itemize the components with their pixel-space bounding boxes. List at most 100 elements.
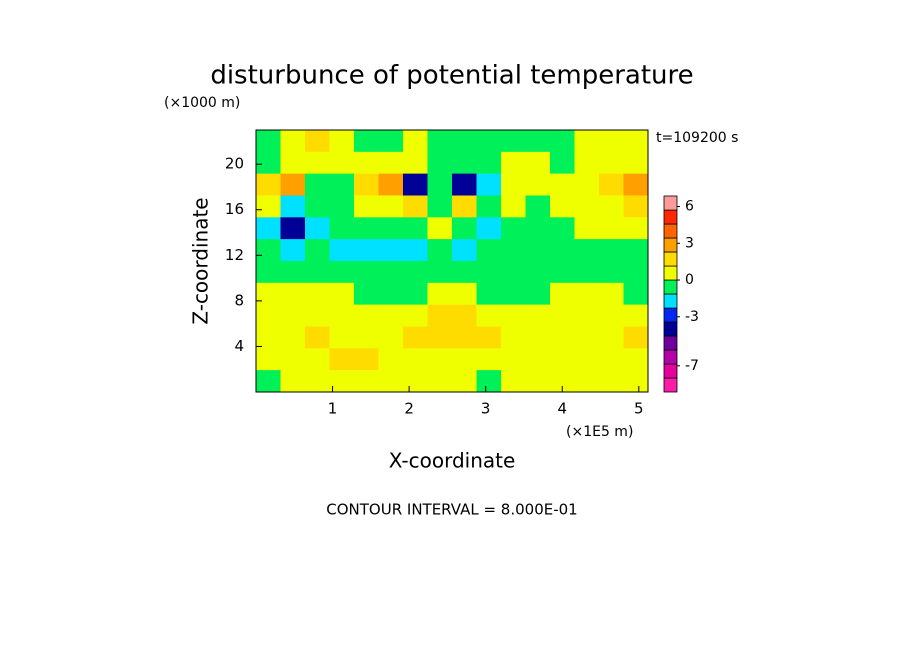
contour-cell bbox=[378, 348, 404, 371]
contour-cell bbox=[501, 326, 526, 349]
contour-cell bbox=[452, 261, 477, 284]
colorbar-box bbox=[663, 349, 678, 365]
contour-cell bbox=[354, 239, 379, 262]
colorbar-box bbox=[663, 377, 678, 393]
contour-cell bbox=[623, 239, 649, 262]
colorbar-box bbox=[663, 293, 678, 309]
contour-cell bbox=[403, 195, 428, 218]
contour-cell bbox=[305, 173, 330, 196]
contour-cell bbox=[623, 173, 649, 196]
contour-cell bbox=[550, 348, 575, 371]
contour-cell bbox=[599, 239, 624, 262]
contour-cell bbox=[354, 261, 379, 284]
contour-cell bbox=[476, 282, 502, 306]
x-tick-label: 4 bbox=[557, 400, 567, 418]
x-tick-label: 1 bbox=[328, 400, 338, 418]
contour-cell bbox=[476, 326, 502, 349]
contour-cell bbox=[550, 151, 575, 175]
contour-cell bbox=[378, 370, 404, 393]
contour-cell bbox=[525, 261, 551, 284]
contour-cell bbox=[599, 304, 624, 327]
contour-cell bbox=[501, 239, 526, 262]
colorbar-box bbox=[663, 279, 678, 295]
x-unit: (×1E5 m) bbox=[566, 424, 633, 440]
colorbar-box bbox=[663, 251, 678, 267]
colorbar-tick-label: 0 bbox=[685, 272, 694, 288]
colorbar-box bbox=[663, 209, 678, 225]
contour-cell bbox=[427, 370, 453, 393]
contour-cell bbox=[550, 370, 575, 393]
contour-cell bbox=[427, 261, 453, 284]
contour-cell bbox=[378, 130, 404, 153]
colorbar-box bbox=[663, 195, 678, 211]
contour-cell bbox=[623, 151, 649, 175]
contour-cell bbox=[329, 195, 355, 218]
y-tick-label: 20 bbox=[225, 155, 244, 173]
x-tick-label: 3 bbox=[481, 400, 491, 418]
colorbar-tick-label: 3 bbox=[685, 235, 694, 251]
contour-cell bbox=[574, 173, 600, 196]
contour-cell bbox=[550, 304, 575, 327]
contour-cell bbox=[599, 348, 624, 371]
contour-cell bbox=[427, 151, 453, 175]
contour-cell bbox=[305, 370, 330, 393]
contour-cell bbox=[476, 173, 502, 196]
colorbar-box bbox=[663, 363, 678, 379]
contour-cell bbox=[599, 195, 624, 218]
contour-cell bbox=[599, 151, 624, 175]
contour-cell bbox=[623, 348, 649, 371]
contour-cell bbox=[305, 348, 330, 371]
contour-cell bbox=[403, 304, 428, 327]
contour-cell bbox=[280, 304, 306, 327]
contour-cell bbox=[354, 151, 379, 175]
contour-cell bbox=[501, 151, 526, 175]
contour-cell bbox=[550, 195, 575, 218]
contour-cell bbox=[501, 261, 526, 284]
contour-cell bbox=[427, 326, 453, 349]
contour-cell bbox=[329, 173, 355, 196]
contour-cell bbox=[476, 151, 502, 175]
contour-cell bbox=[574, 304, 600, 327]
contour-cell bbox=[599, 370, 624, 393]
y-axis-label: Z-coordinate bbox=[189, 197, 213, 324]
contour-cell bbox=[501, 217, 526, 240]
contour-cell bbox=[403, 282, 428, 306]
contour-cell bbox=[329, 217, 355, 240]
contour-cell bbox=[329, 239, 355, 262]
contour-cell bbox=[427, 282, 453, 306]
colorbar-box bbox=[663, 335, 678, 351]
contour-cell bbox=[476, 130, 502, 153]
contour-cell bbox=[354, 195, 379, 218]
contour-cell bbox=[256, 130, 281, 153]
contour-cell bbox=[280, 282, 306, 306]
contour-cell bbox=[427, 348, 453, 371]
contour-cell bbox=[623, 261, 649, 284]
contour-field bbox=[256, 130, 649, 393]
contour-cell bbox=[476, 370, 502, 393]
contour-cell bbox=[525, 239, 551, 262]
contour-cell bbox=[525, 326, 551, 349]
colorbar-box bbox=[663, 265, 678, 281]
contour-cell bbox=[525, 217, 551, 240]
contour-cell bbox=[354, 304, 379, 327]
contour-cell bbox=[599, 130, 624, 153]
contour-cell bbox=[501, 173, 526, 196]
contour-cell bbox=[452, 239, 477, 262]
contour-cell bbox=[256, 370, 281, 393]
contour-cell bbox=[550, 130, 575, 153]
contour-cell bbox=[525, 151, 551, 175]
colorbar-box bbox=[663, 237, 678, 253]
contour-cell bbox=[329, 130, 355, 153]
contour-cell bbox=[280, 151, 306, 175]
y-tick-label: 8 bbox=[234, 291, 244, 309]
contour-cell bbox=[501, 348, 526, 371]
contour-cell bbox=[599, 282, 624, 306]
contour-cell bbox=[427, 239, 453, 262]
contour-cell bbox=[280, 326, 306, 349]
contour-cell bbox=[378, 195, 404, 218]
contour-cell bbox=[550, 173, 575, 196]
contour-cell bbox=[354, 173, 379, 196]
contour-cell bbox=[378, 239, 404, 262]
x-tick-label: 5 bbox=[634, 400, 644, 418]
